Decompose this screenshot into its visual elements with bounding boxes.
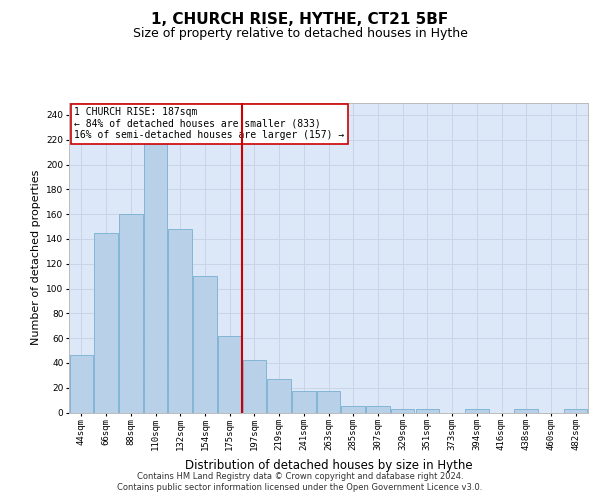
Bar (144, 140, 167, 412)
Bar (94, 232, 118, 412)
Bar (70, 356, 93, 412)
Bar (119, 214, 143, 412)
Text: Contains public sector information licensed under the Open Government Licence v3: Contains public sector information licen… (118, 484, 482, 492)
Bar (169, 229, 192, 412)
Bar (514, 409, 538, 412)
Bar (317, 392, 340, 412)
Text: Contains HM Land Registry data © Crown copyright and database right 2024.: Contains HM Land Registry data © Crown c… (137, 472, 463, 481)
Bar (292, 392, 316, 412)
Text: Size of property relative to detached houses in Hythe: Size of property relative to detached ho… (133, 28, 467, 40)
Bar (366, 406, 389, 412)
X-axis label: Distribution of detached houses by size in Hythe: Distribution of detached houses by size … (185, 458, 472, 471)
Text: 1, CHURCH RISE, HYTHE, CT21 5BF: 1, CHURCH RISE, HYTHE, CT21 5BF (151, 12, 449, 28)
Bar (268, 379, 291, 412)
Bar (242, 360, 266, 412)
Bar (564, 409, 587, 412)
Text: 1 CHURCH RISE: 187sqm
← 84% of detached houses are smaller (833)
16% of semi-det: 1 CHURCH RISE: 187sqm ← 84% of detached … (74, 107, 344, 140)
Bar (193, 276, 217, 412)
Bar (391, 409, 415, 412)
Bar (341, 406, 365, 412)
Bar (465, 409, 488, 412)
Y-axis label: Number of detached properties: Number of detached properties (31, 170, 41, 345)
Bar (416, 409, 439, 412)
Bar (218, 336, 241, 412)
